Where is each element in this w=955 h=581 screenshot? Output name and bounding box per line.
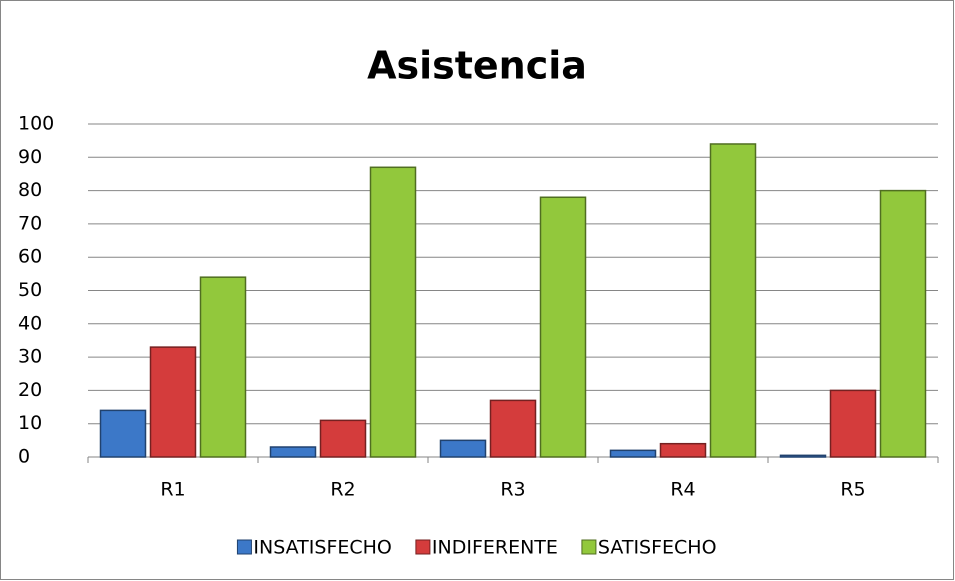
y-tick-label: 100 <box>18 113 54 135</box>
x-tick-label: R1 <box>160 479 185 501</box>
y-tick-label: 0 <box>18 446 30 468</box>
chart-title: Asistencia <box>367 44 587 88</box>
legend-swatch <box>415 539 431 555</box>
legend-swatch <box>581 539 597 555</box>
y-tick-label: 70 <box>18 212 42 234</box>
bar <box>369 166 417 458</box>
bar <box>709 143 757 458</box>
legend-label: SATISFECHO <box>598 537 717 559</box>
y-tick-label: 60 <box>18 246 42 268</box>
x-tick-label: R5 <box>840 479 865 501</box>
y-tick-label: 50 <box>18 279 42 301</box>
bar <box>609 449 657 458</box>
bar <box>99 409 147 458</box>
bar <box>779 454 827 458</box>
y-tick-label: 90 <box>18 146 42 168</box>
x-tick-label: R4 <box>670 479 695 501</box>
bar <box>269 446 317 458</box>
y-tick-label: 10 <box>18 412 42 434</box>
bar <box>879 189 927 458</box>
legend-label: INSATISFECHO <box>253 537 391 559</box>
bar <box>149 346 197 458</box>
legend-swatch <box>236 539 252 555</box>
y-tick-label: 20 <box>18 379 42 401</box>
y-tick-label: 80 <box>18 179 42 201</box>
bar <box>829 389 877 458</box>
bar <box>319 419 367 458</box>
y-tick-label: 30 <box>18 346 42 368</box>
bar <box>489 399 537 458</box>
x-tick-label: R2 <box>330 479 355 501</box>
bar <box>659 442 707 458</box>
x-tick-label: R3 <box>500 479 525 501</box>
bar <box>199 276 247 458</box>
legend-label: INDIFERENTE <box>432 537 558 559</box>
bar <box>439 439 487 458</box>
bar <box>539 196 587 458</box>
y-tick-label: 40 <box>18 312 42 334</box>
